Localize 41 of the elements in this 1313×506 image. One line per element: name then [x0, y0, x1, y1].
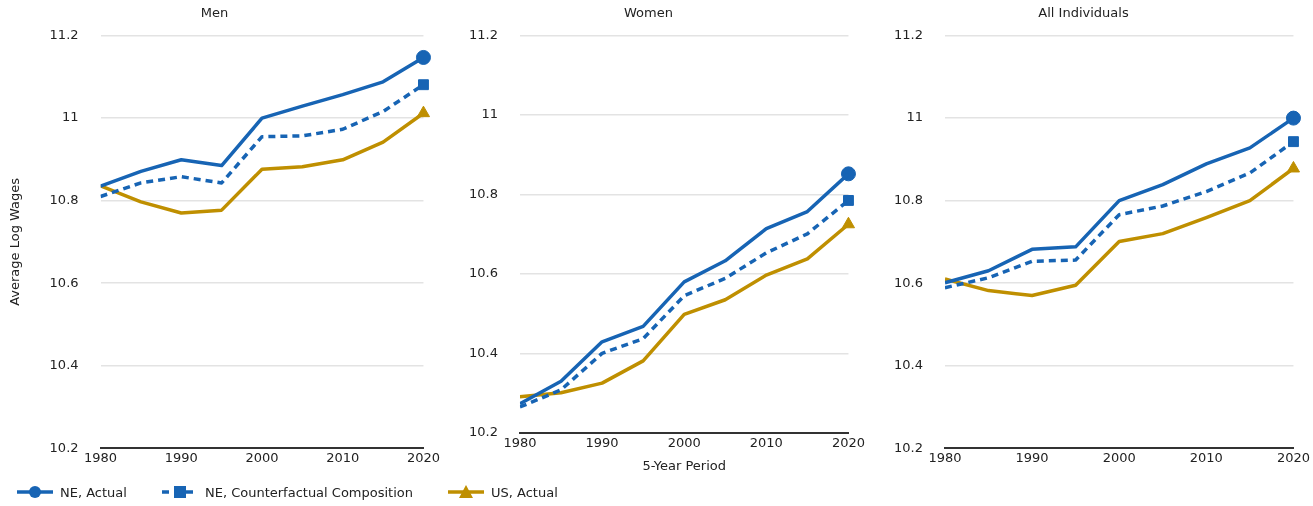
x-tick-label: 1990: [1015, 450, 1049, 466]
y-tick-label: 11.2: [893, 26, 923, 42]
y-tick-label: 11.2: [468, 26, 498, 42]
chart-title: All Individuals: [1038, 5, 1129, 21]
x-tick-label: 2020: [406, 450, 440, 466]
x-tick-label: 2000: [667, 434, 701, 450]
y-tick-label: 10.4: [49, 357, 79, 373]
x-tick-label: 2000: [1102, 450, 1136, 466]
y-axis-title: Average Log Wages: [7, 177, 23, 306]
y-tick-label: 10.6: [49, 274, 79, 290]
x-tick-label: 2010: [1189, 450, 1223, 466]
chart-title: Women: [624, 5, 673, 21]
y-tick-label: 10.2: [49, 439, 79, 455]
x-axis-title: 5-Year Period: [642, 457, 727, 473]
x-tick-label: 2010: [749, 434, 783, 450]
y-tick-label: 11: [906, 109, 923, 125]
y-tick-label: 10.8: [49, 192, 79, 208]
y-tick-label: 10.6: [468, 265, 498, 281]
y-tick-label: 11: [481, 106, 498, 122]
legend-label: US, Actual: [491, 484, 558, 500]
x-tick-label: 1990: [164, 450, 198, 466]
x-tick-label: 1980: [503, 434, 537, 450]
x-tick-label: 1990: [585, 434, 619, 450]
y-tick-label: 11.2: [49, 26, 79, 42]
x-tick-label: 1980: [84, 450, 118, 466]
legend-label: NE, Counterfactual Composition: [204, 484, 414, 500]
x-tick-label: 2020: [1276, 450, 1310, 466]
y-tick-label: 10.8: [893, 192, 923, 208]
y-tick-label: 11: [62, 109, 79, 125]
y-tick-label: 10.2: [893, 439, 923, 455]
y-tick-label: 10.8: [468, 185, 498, 201]
y-tick-label: 10.6: [893, 274, 923, 290]
y-tick-label: 10.4: [893, 357, 923, 373]
chart-title: Men: [200, 5, 229, 21]
x-tick-label: 1980: [928, 450, 962, 466]
x-tick-label: 2000: [245, 450, 279, 466]
y-tick-label: 10.4: [468, 344, 498, 360]
y-tick-label: 10.2: [468, 424, 498, 440]
x-tick-label: 2020: [831, 434, 865, 450]
x-tick-label: 2010: [326, 450, 360, 466]
legend-label: NE, Actual: [60, 484, 127, 500]
